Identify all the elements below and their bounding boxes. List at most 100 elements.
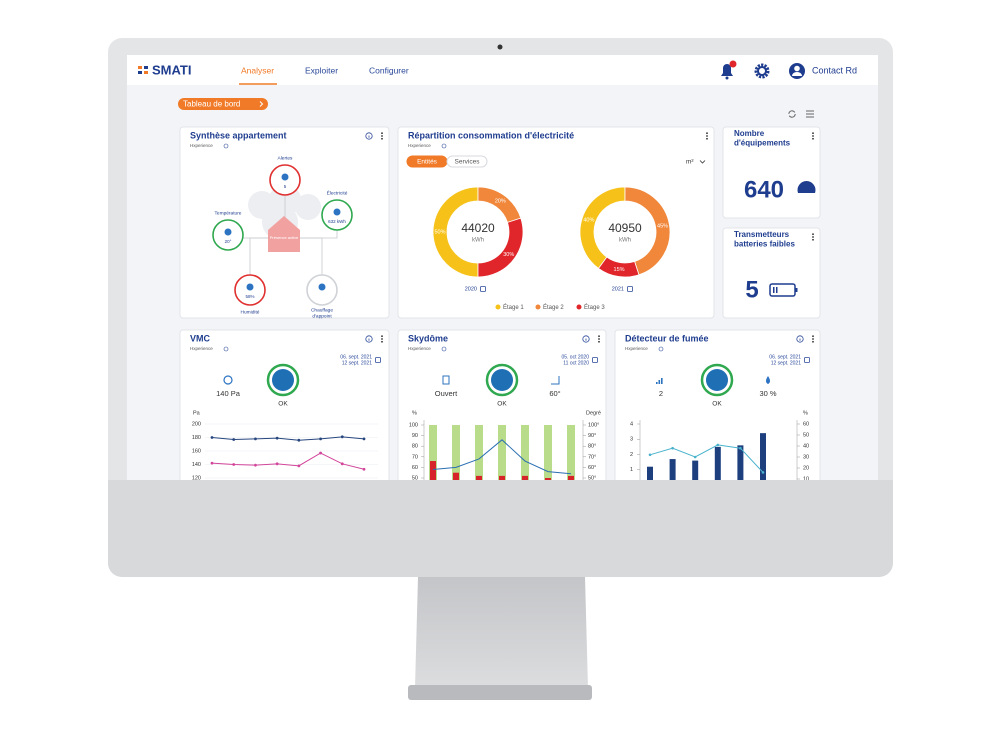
battery-tip (795, 288, 798, 292)
point (716, 443, 720, 447)
bar (760, 433, 766, 480)
status: OK (712, 401, 722, 408)
user-name[interactable]: Contact Rd (812, 65, 857, 75)
status-core (491, 369, 513, 391)
help-icon (441, 346, 447, 352)
legend-dot (576, 304, 582, 310)
breadcrumb-pill[interactable] (178, 98, 268, 110)
calendar-icon (592, 357, 598, 363)
point (210, 436, 214, 439)
chevron (259, 101, 264, 107)
segment-label: 45% (657, 224, 668, 230)
info-icon (796, 335, 804, 343)
bar (499, 475, 505, 480)
node-label: Alertes (278, 155, 294, 161)
bar (498, 425, 506, 480)
drop-icon (766, 376, 770, 384)
y-tick-label: 160 (192, 448, 201, 454)
bar (475, 425, 483, 480)
bar (568, 475, 574, 480)
donut-year: 2021 (612, 286, 624, 292)
date-to: 11 oct 2020 (563, 360, 589, 366)
calendar-icon (375, 357, 381, 363)
y2-tick-label: 30 (803, 454, 809, 460)
bell-icon[interactable] (721, 60, 737, 80)
card-subtitle: Hxperience (408, 346, 431, 351)
signal-icon (661, 378, 663, 384)
donut-segment (477, 217, 524, 278)
calendar-icon (627, 286, 633, 292)
point (693, 455, 697, 459)
menu-dot (598, 340, 600, 343)
card (722, 126, 821, 219)
card-title: Nombre (734, 129, 765, 138)
donut-unit: kWh (472, 238, 484, 244)
point (648, 453, 652, 457)
bar (714, 446, 721, 480)
y2-tick-label: 80° (588, 444, 596, 450)
settings-icon[interactable] (754, 63, 770, 79)
menu-dot (381, 132, 383, 135)
tab[interactable] (446, 155, 488, 168)
screen: SMATI Contact Rd Tableau de bord Analyse… (127, 55, 878, 481)
node-value: 20° (225, 239, 232, 244)
segment-label: 30% (503, 252, 514, 258)
point (362, 437, 366, 441)
y-tick-label: 120 (192, 475, 201, 481)
avatar-icon[interactable] (789, 63, 805, 79)
line (211, 452, 365, 470)
point (210, 461, 214, 465)
point (275, 436, 279, 440)
legend-label: Étage 1 (503, 304, 524, 311)
filter-icon[interactable] (806, 110, 814, 118)
card-title: d'équipements (734, 139, 791, 148)
bar (545, 478, 551, 480)
nav-item[interactable]: Analyser (241, 65, 274, 75)
point (340, 435, 344, 439)
angle-icon (551, 376, 560, 385)
bar (737, 445, 744, 480)
node-label: d'appoint (312, 313, 332, 319)
chevron (699, 160, 706, 164)
card-title: batteries faibles (734, 240, 795, 249)
y-tick-label: 90 (412, 433, 418, 439)
segment-label: 50% (434, 229, 445, 235)
top-bar (127, 55, 878, 85)
card-title: Skydôme (408, 333, 448, 343)
help-icon (441, 143, 447, 149)
reading: 140 Pa (216, 389, 241, 398)
breadcrumb[interactable]: Tableau de bord (183, 100, 240, 109)
y-tick-label: 4 (630, 421, 633, 427)
y-tick-label: 2 (630, 452, 633, 458)
y-tick-label: 140 (192, 462, 201, 468)
menu-dot (812, 137, 814, 140)
point (297, 464, 301, 468)
nav-item[interactable]: Exploiter (305, 65, 338, 75)
refresh-icon[interactable] (788, 110, 796, 118)
reading: 2 (659, 389, 663, 398)
point (319, 451, 322, 455)
node-label: Température (215, 210, 242, 216)
point (232, 438, 236, 441)
house (268, 216, 300, 252)
y-tick-label: 200 (192, 421, 201, 427)
info-icon (582, 335, 590, 343)
node-icon (333, 208, 341, 216)
menu-dot (812, 338, 814, 340)
nav-item[interactable]: Configurer (369, 65, 409, 75)
card-title: VMC (190, 333, 211, 343)
legend-label: Étage 3 (584, 304, 605, 311)
y2-tick-label: 40 (803, 443, 809, 449)
stand (415, 577, 588, 688)
donut-segment (597, 256, 640, 278)
chin (108, 480, 893, 577)
bar (521, 425, 529, 480)
axis-label: Pa (193, 410, 201, 416)
y2-tick-label: 50° (588, 475, 596, 481)
kpi-value: 640 (744, 176, 784, 203)
y-tick-label: 180 (192, 435, 201, 441)
segment-label: 15% (614, 267, 625, 273)
unit-select: m² (686, 159, 694, 166)
donut-total: 40950 (608, 221, 642, 235)
